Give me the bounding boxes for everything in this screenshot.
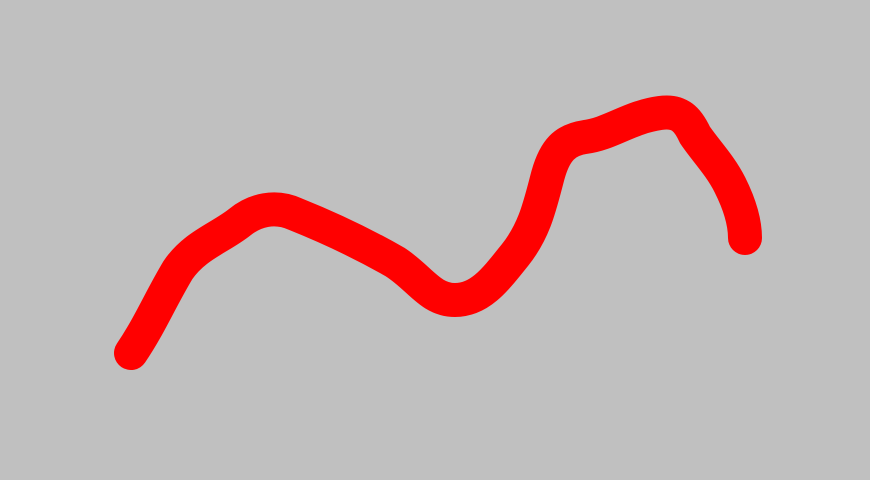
freehand-stroke [114, 95, 762, 370]
